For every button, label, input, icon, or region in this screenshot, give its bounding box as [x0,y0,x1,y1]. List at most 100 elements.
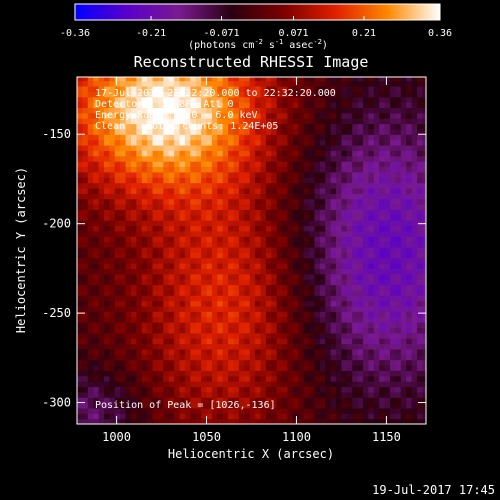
heatmap-cell [390,246,397,253]
heatmap-cell [211,263,218,269]
heatmap-cell [336,134,343,141]
heatmap-cell [384,348,391,355]
heatmap-cell [422,348,426,355]
heatmap-cell [298,343,305,350]
heatmap-cell [352,225,359,232]
heatmap-cell [98,91,105,98]
heatmap-cell [390,80,397,87]
heatmap-cell [271,305,278,312]
heatmap-cell [287,327,294,334]
heatmap-cell [168,198,175,205]
heatmap-cell [384,230,391,237]
heatmap-cell [363,96,370,103]
heatmap-cell [276,300,283,307]
heatmap-cell [109,96,116,103]
heatmap-cell [363,391,370,398]
heatmap-cell [195,311,202,318]
heatmap-cell [352,193,359,200]
heatmap-cell [265,241,272,248]
heatmap-cell [238,139,245,146]
heatmap-cell [352,418,359,424]
heatmap-cell [179,402,186,409]
heatmap-cell [114,332,121,339]
heatmap-cell [271,209,278,216]
heatmap-cell [152,144,159,151]
heatmap-cell [330,241,337,248]
heatmap-cell [330,370,337,377]
heatmap-cell [336,316,343,323]
heatmap-cell [233,139,240,146]
heatmap-cell [336,209,343,216]
heatmap-cell [217,322,224,329]
y-tick-label: -250 [42,306,71,320]
heatmap-cell [368,332,375,339]
heatmap-cell [109,230,116,237]
heatmap-cell [211,338,218,345]
heatmap-cell [249,107,256,114]
heatmap-cell [282,391,289,398]
heatmap-cell [298,80,305,87]
heatmap-cell [222,252,229,259]
heatmap-cell [422,375,426,382]
heatmap-cell [228,123,235,130]
heatmap-cell [325,391,332,398]
heatmap-cell [417,155,424,162]
heatmap-cell [303,246,310,253]
heatmap-cell [120,187,127,194]
heatmap-cell [168,166,175,173]
heatmap-cell [282,171,289,178]
heatmap-cell [373,177,380,184]
heatmap-cell [292,118,299,125]
heatmap-cell [400,295,407,302]
heatmap-cell [244,107,251,114]
heatmap-cell [255,123,262,130]
heatmap-cell [346,348,353,355]
heatmap-cell [292,150,299,157]
heatmap-cell [238,359,245,366]
heatmap-cell [93,96,100,103]
heatmap-cell [373,295,380,302]
heatmap-cell [141,128,148,135]
heatmap-cell [325,225,332,232]
heatmap-cell [190,397,197,404]
heatmap-cell [336,279,343,286]
heatmap-cell [325,144,332,151]
heatmap-cell [314,332,321,339]
heatmap-cell [400,187,407,194]
heatmap-cell [157,144,164,151]
heatmap-cell [87,166,94,173]
heatmap-cell [168,203,175,210]
heatmap-cell [298,107,305,114]
heatmap-cell [298,203,305,210]
heatmap-cell [357,177,364,184]
heatmap-cell [400,386,407,393]
heatmap-cell [336,381,343,388]
heatmap-cell [325,322,332,329]
heatmap-cell [195,246,202,253]
heatmap-cell [406,418,413,424]
heatmap-cell [103,391,110,398]
heatmap-cell [406,139,413,146]
heatmap-cell [157,343,164,350]
heatmap-cell [179,123,186,130]
heatmap-cell [201,241,208,248]
heatmap-cell [422,402,426,409]
heatmap-cell [314,316,321,323]
heatmap-cell [352,343,359,350]
heatmap-cell [195,102,202,109]
heatmap-cell [157,284,164,291]
heatmap-cell [422,182,426,189]
heatmap-cell [352,338,359,345]
heatmap-cell [417,391,424,398]
heatmap-cell [341,343,348,350]
heatmap-cell [195,220,202,227]
heatmap-cell [103,273,110,280]
heatmap-cell [406,284,413,291]
heatmap-cell [292,268,299,275]
heatmap-cell [314,391,321,398]
heatmap-cell [330,182,337,189]
heatmap-cell [114,225,121,232]
heatmap-cell [201,327,208,334]
heatmap-cell [298,257,305,264]
heatmap-cell [152,343,159,350]
